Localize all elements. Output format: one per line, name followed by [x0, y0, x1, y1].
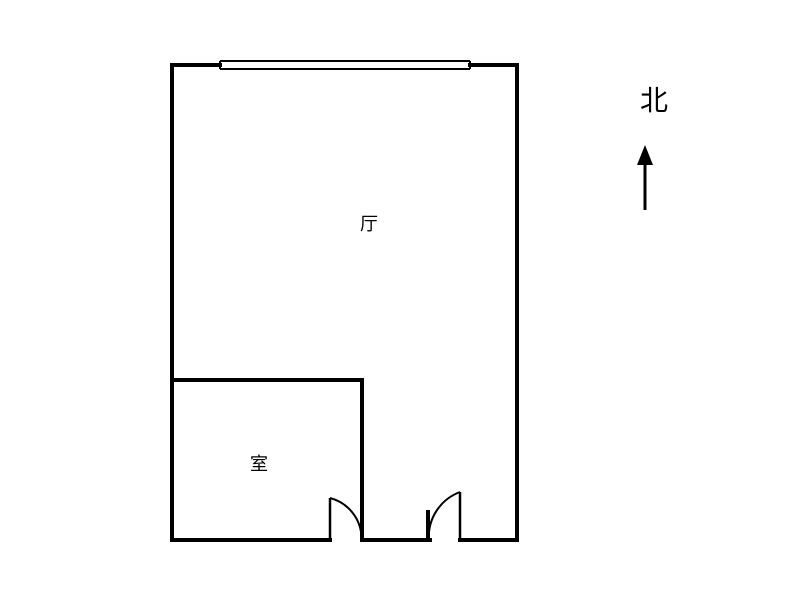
hall-label: 厅 — [360, 214, 378, 234]
floor-plan-diagram: 厅 室 北 — [0, 0, 800, 600]
inner-room-door — [330, 498, 362, 540]
entrance-door — [428, 492, 460, 540]
north-arrowhead-icon — [637, 145, 653, 165]
outer-room-walls — [172, 65, 517, 540]
compass-label: 北 — [640, 86, 668, 117]
window — [220, 61, 470, 69]
compass: 北 — [637, 86, 668, 210]
room-label: 室 — [250, 454, 268, 474]
